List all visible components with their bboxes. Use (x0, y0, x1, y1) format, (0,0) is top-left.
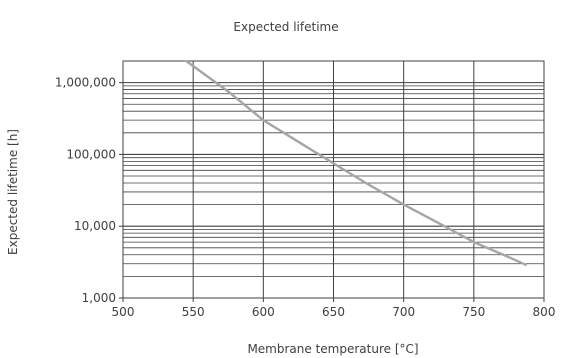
y-axis-label: Expected lifetime [h] (6, 129, 20, 255)
y-tick-label: 10,000 (74, 219, 116, 233)
x-tick-label: 800 (533, 305, 556, 319)
chart-title: Expected lifetime (233, 20, 338, 34)
y-tick-label: 1,000 (82, 291, 116, 305)
series-group (184, 59, 527, 266)
x-tick-label: 700 (392, 305, 415, 319)
x-tick-label: 650 (322, 305, 345, 319)
series-line (184, 59, 527, 266)
grid (122, 60, 545, 299)
x-tick-label: 550 (182, 305, 205, 319)
y-tick-labels: 1,000 10,000 100,000 1,000,000 (55, 76, 123, 305)
y-tick-label: 1,000,000 (55, 76, 116, 90)
x-tick-labels: 500 550 600 650 700 750 800 (112, 298, 556, 319)
x-tick-label: 600 (252, 305, 275, 319)
x-tick-label: 500 (112, 305, 135, 319)
y-tick-label: 100,000 (66, 147, 116, 161)
x-tick-label: 750 (462, 305, 485, 319)
x-axis-label: Membrane temperature [°C] (247, 342, 418, 356)
